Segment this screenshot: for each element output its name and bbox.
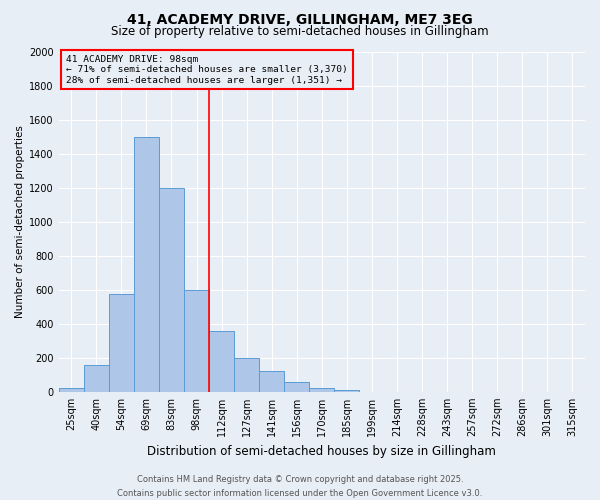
Text: Size of property relative to semi-detached houses in Gillingham: Size of property relative to semi-detach… bbox=[111, 25, 489, 38]
Bar bbox=[109, 294, 134, 392]
Bar bbox=[84, 364, 109, 392]
Bar bbox=[284, 382, 309, 392]
Text: 41, ACADEMY DRIVE, GILLINGHAM, ME7 3EG: 41, ACADEMY DRIVE, GILLINGHAM, ME7 3EG bbox=[127, 12, 473, 26]
Bar bbox=[334, 390, 359, 392]
Bar bbox=[309, 388, 334, 392]
Bar bbox=[134, 136, 159, 392]
Text: 41 ACADEMY DRIVE: 98sqm
← 71% of semi-detached houses are smaller (3,370)
28% of: 41 ACADEMY DRIVE: 98sqm ← 71% of semi-de… bbox=[66, 55, 348, 84]
Bar bbox=[259, 370, 284, 392]
Bar bbox=[234, 358, 259, 392]
Bar bbox=[184, 290, 209, 392]
Text: Contains HM Land Registry data © Crown copyright and database right 2025.
Contai: Contains HM Land Registry data © Crown c… bbox=[118, 476, 482, 498]
X-axis label: Distribution of semi-detached houses by size in Gillingham: Distribution of semi-detached houses by … bbox=[148, 444, 496, 458]
Bar bbox=[209, 330, 234, 392]
Bar bbox=[59, 388, 84, 392]
Bar bbox=[159, 188, 184, 392]
Y-axis label: Number of semi-detached properties: Number of semi-detached properties bbox=[15, 125, 25, 318]
